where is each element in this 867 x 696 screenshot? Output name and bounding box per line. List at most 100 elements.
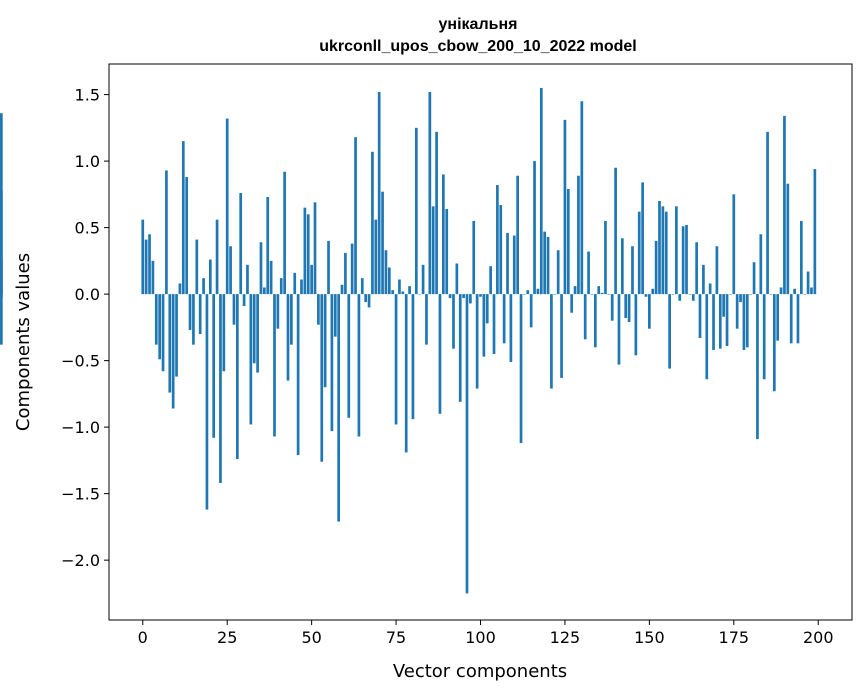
bar — [543, 231, 547, 295]
bar — [563, 119, 567, 295]
bar — [394, 294, 398, 425]
bar — [702, 264, 705, 295]
bar — [313, 202, 317, 295]
bar — [448, 294, 452, 299]
bar — [408, 286, 411, 295]
bar — [242, 294, 246, 307]
bar — [732, 194, 736, 295]
bar — [360, 278, 364, 295]
bar — [789, 294, 793, 344]
bar — [381, 191, 384, 295]
bar — [323, 294, 327, 388]
bar — [624, 294, 628, 319]
bar — [482, 294, 486, 357]
chart-subtitle: ukrconll_upos_cbow_200_10_2022 model — [319, 38, 636, 55]
x-axis-ticks: 0 25 50 75 100 125 150 175 200 — [138, 620, 834, 647]
bar — [148, 234, 151, 295]
bar — [286, 294, 290, 381]
bar — [320, 294, 324, 462]
bar — [222, 294, 226, 372]
bar — [533, 161, 536, 295]
y-axis-label: Components values — [13, 253, 34, 431]
bar — [735, 294, 739, 329]
y-tick-label: 0.0 — [75, 285, 100, 304]
bar — [496, 185, 499, 295]
bar — [337, 294, 340, 522]
bar — [229, 246, 232, 295]
chart-title: унікальня — [439, 16, 518, 33]
bar — [664, 211, 668, 295]
bar — [512, 235, 516, 295]
bar — [202, 278, 205, 295]
bar — [587, 251, 590, 295]
bar — [374, 219, 378, 295]
bar — [725, 294, 729, 346]
bar — [509, 294, 513, 362]
bar — [252, 294, 256, 364]
bar — [141, 219, 145, 295]
bar — [310, 264, 313, 295]
bar — [442, 174, 445, 295]
bar — [165, 170, 168, 295]
y-tick-label: 1.0 — [75, 152, 100, 171]
bar — [756, 294, 759, 440]
bar — [469, 294, 472, 304]
bar — [178, 283, 182, 295]
bar — [398, 279, 401, 295]
bar — [425, 294, 428, 345]
bar — [161, 294, 165, 372]
bar — [526, 290, 530, 295]
x-tick-label: 25 — [217, 628, 237, 647]
bar — [431, 206, 435, 295]
bar — [171, 294, 175, 409]
bar — [414, 127, 418, 295]
bar — [421, 264, 425, 295]
bar — [742, 294, 746, 350]
x-tick-label: 150 — [634, 628, 665, 647]
bar — [627, 294, 631, 323]
bar — [465, 294, 469, 594]
bar — [614, 167, 617, 295]
bar — [560, 294, 563, 378]
bar — [175, 294, 178, 377]
bar — [492, 294, 496, 354]
bar — [516, 175, 519, 295]
bar — [604, 220, 607, 295]
bar — [225, 118, 229, 295]
bar — [556, 250, 560, 295]
bar — [0, 290, 3, 295]
bar — [499, 205, 503, 295]
bar — [235, 294, 239, 460]
bar — [445, 208, 449, 295]
y-tick-label: 0.5 — [75, 219, 100, 238]
bar — [583, 294, 587, 340]
x-tick-label: 200 — [803, 628, 834, 647]
bar — [678, 294, 682, 301]
bar — [367, 294, 371, 308]
bar — [185, 177, 189, 295]
bar — [698, 294, 702, 338]
bar — [641, 182, 644, 295]
bar — [0, 294, 3, 299]
bar — [573, 286, 577, 295]
bar — [246, 264, 249, 295]
bar — [317, 294, 320, 325]
bar — [766, 131, 769, 295]
y-tick-label: −1.5 — [61, 485, 100, 504]
bar — [550, 294, 553, 389]
bar — [634, 294, 638, 356]
bar — [739, 294, 742, 303]
bar — [803, 294, 807, 295]
bar — [529, 294, 533, 328]
bar — [384, 250, 388, 295]
bar — [306, 214, 310, 295]
bar — [671, 294, 675, 295]
bar — [722, 294, 726, 317]
bar — [546, 236, 550, 295]
bar — [391, 290, 395, 295]
bar — [553, 294, 557, 295]
bar — [158, 294, 162, 360]
bar — [593, 294, 597, 348]
bar — [651, 288, 655, 295]
